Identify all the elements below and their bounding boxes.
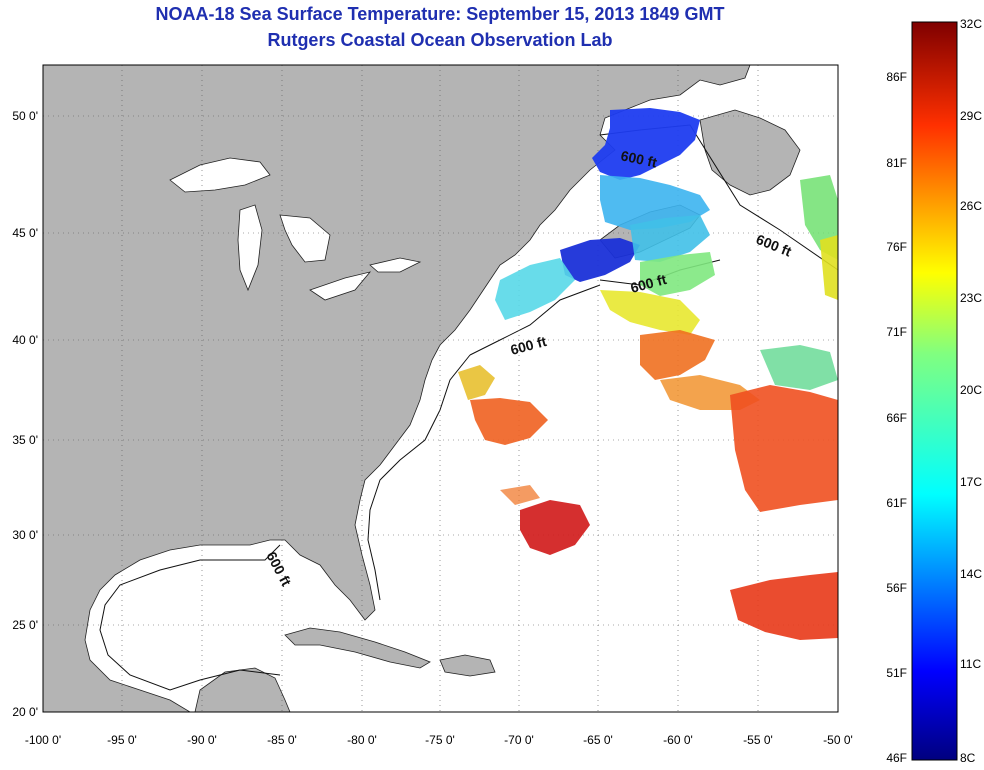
hispaniola-land — [439, 654, 496, 677]
latitude-tick-label: 30 0' — [12, 528, 38, 542]
latitude-tick-label: 50 0' — [12, 109, 38, 123]
sst-patch-sargasso-red — [520, 500, 590, 555]
sst-patch-east-north-green — [760, 345, 838, 390]
longitude-tick-label: -75 0' — [425, 733, 455, 747]
sst-patch-shelf-yellow — [600, 290, 700, 335]
map-title: NOAA-18 Sea Surface Temperature: Septemb… — [155, 4, 725, 24]
longitude-tick-label: -100 0' — [25, 733, 61, 747]
longitude-tick-label: -95 0' — [107, 733, 137, 747]
colorbar-fahrenheit-label: 86F — [886, 70, 907, 84]
map-subtitle: Rutgers Coastal Ocean Observation Lab — [267, 30, 613, 50]
great-lakes — [169, 157, 422, 301]
longitude-tick-label: -65 0' — [583, 733, 613, 747]
sst-patch-georges-bank — [640, 252, 715, 296]
longitude-tick-label: -90 0' — [187, 733, 217, 747]
colorbar-fahrenheit-label: 71F — [886, 325, 907, 339]
colorbar-fahrenheit-label: 56F — [886, 581, 907, 595]
longitude-tick-label: -80 0' — [347, 733, 377, 747]
map-frame — [42, 64, 839, 713]
colorbar — [911, 21, 958, 761]
latitude-tick-label: 25 0' — [12, 618, 38, 632]
sst-patch-offshore-orange-1 — [640, 330, 715, 380]
newfoundland-land — [699, 109, 801, 196]
colorbar-celsius-label: 29C — [960, 109, 982, 123]
colorbar-labels: 32C 29C 26C 23C 20C 17C 14C 11C 8C 86F 81F 76F 71F 66… — [886, 17, 982, 765]
colorbar-fahrenheit-label: 46F — [886, 751, 907, 765]
colorbar-celsius-label: 23C — [960, 291, 982, 305]
colorbar-fahrenheit-label: 66F — [886, 411, 907, 425]
colorbar-celsius-label: 11C — [960, 657, 981, 671]
contour-label-gulf-st-lawrence: 600 ft — [619, 147, 658, 170]
cuba-land — [284, 627, 431, 669]
latitude-tick-label: 45 0' — [12, 226, 38, 240]
sst-patch-gulf-of-maine — [560, 238, 640, 282]
sst-patch-sargasso-orange — [500, 485, 540, 505]
longitude-tick-label: -70 0' — [504, 733, 534, 747]
colorbar-celsius-label: 14C — [960, 567, 982, 581]
sst-patch-hatteras-orange — [470, 398, 548, 445]
colorbar-celsius-label: 32C — [960, 17, 982, 31]
longitude-tick-label: -55 0' — [743, 733, 773, 747]
latitude-tick-label: 20 0' — [12, 705, 38, 719]
colorbar-celsius-label: 17C — [960, 475, 982, 489]
sst-patch-gulf-st-lawrence — [592, 108, 700, 180]
sst-patch-east-block — [730, 385, 838, 512]
colorbar-fahrenheit-label: 81F — [886, 156, 907, 170]
colorbar-celsius-label: 26C — [960, 199, 982, 213]
sst-patch-st-lawrence-cyan — [600, 175, 710, 230]
colorbar-fahrenheit-label: 76F — [886, 240, 907, 254]
longitude-tick-label: -85 0' — [267, 733, 297, 747]
latitude-tick-label: 35 0' — [12, 433, 38, 447]
latitude-tick-label: 40 0' — [12, 333, 38, 347]
longitude-tick-label: -60 0' — [663, 733, 693, 747]
sst-patch-southeast-band — [730, 572, 838, 640]
sst-patch-new-england-coast — [495, 258, 575, 320]
colorbar-fahrenheit-label: 61F — [886, 496, 907, 510]
sst-data — [458, 108, 838, 640]
colorbar-celsius-label: 8C — [960, 751, 976, 765]
sst-patch-hatteras-yellow — [458, 365, 495, 400]
colorbar-fahrenheit-label: 51F — [886, 666, 907, 680]
sst-patch-scotian-shelf — [630, 215, 710, 262]
longitude-axis: -100 0' -95 0' -90 0' -85 0' -80 0' -75 0' -70… — [25, 733, 853, 747]
longitude-tick-label: -50 0' — [823, 733, 853, 747]
sst-patch-east-labrador-yellow — [820, 235, 838, 300]
latitude-axis: 50 0' 45 0' 40 0' 35 0' 30 0' 25 0' 20 0' — [12, 109, 38, 719]
colorbar-celsius-label: 20C — [960, 383, 982, 397]
